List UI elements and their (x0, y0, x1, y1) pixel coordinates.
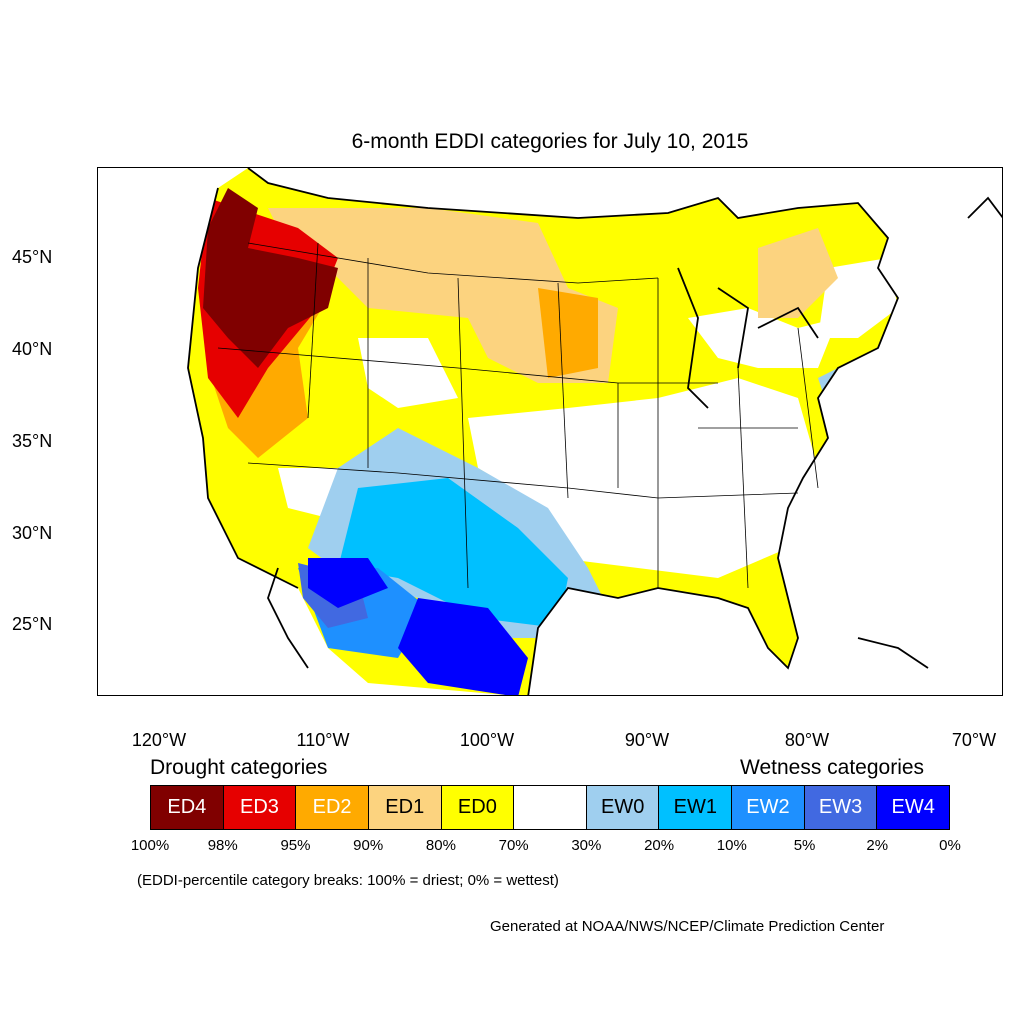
legend-cell-ew3: EW3 (804, 786, 878, 829)
legend-cell-ew0: EW0 (586, 786, 660, 829)
percentile-break-label: 20% (644, 837, 675, 854)
legend-color-bar: ED4 ED3 ED2 ED1 ED0 EW0 EW1 EW2 EW3 EW4 (150, 785, 950, 830)
legend-cell-ed0: ED0 (441, 786, 515, 829)
lon-label-90: 90°W (624, 730, 670, 750)
neutral-great-lakes (688, 308, 838, 368)
drought-categories-heading: Drought categories (150, 756, 328, 779)
eddi-shading (188, 168, 898, 695)
percentile-break-label: 95% (280, 837, 311, 854)
percentile-break-label: 70% (498, 837, 529, 854)
legend-cell-ed4: ED4 (151, 786, 224, 829)
lat-label-25: 25°N (12, 614, 53, 634)
coastlines (187, 168, 1002, 695)
state-boundaries (217, 242, 819, 589)
percentile-break-label: 10% (716, 837, 747, 854)
eddi-map (187, 168, 1002, 695)
percentile-break-label: 0% (939, 837, 961, 854)
legend-cell-ed2: ED2 (296, 786, 369, 829)
percentile-break-label: 80% (425, 837, 456, 854)
ew4-south-texas (398, 598, 528, 695)
ed1-great-lakes (758, 228, 838, 318)
ed1-northern-plains (268, 208, 618, 383)
legend-cell-ew1: EW1 (659, 786, 733, 829)
neutral-rockies (358, 338, 458, 408)
lon-label-120: 120°W (131, 730, 187, 750)
legend-cell-ed3: ED3 (223, 786, 297, 829)
lon-label-110: 110°W (296, 730, 350, 750)
map-title: 6-month EDDI categories for July 10, 201… (351, 130, 749, 153)
category-note: (EDDI-percentile category breaks: 100% =… (137, 872, 559, 889)
percentile-break-label: 98% (207, 837, 238, 854)
ed4-pacific-northwest (203, 188, 338, 368)
percentile-break-label: 30% (571, 837, 602, 854)
wetness-categories-heading: Wetness categories (740, 756, 925, 779)
lon-label-80: 80°W (784, 730, 830, 750)
percentile-break-label: 2% (866, 837, 889, 854)
lat-label-30: 30°N (12, 523, 53, 543)
percentile-break-label: 90% (353, 837, 384, 854)
lat-label-40: 40°N (12, 339, 53, 359)
legend-cell-ed1: ED1 (368, 786, 442, 829)
percentile-break-label: 100% (130, 837, 170, 854)
ew4-sonora (308, 558, 388, 608)
ed2-minnesota (538, 288, 598, 378)
legend-cell-neutral (514, 786, 587, 829)
lat-label-35: 35°N (12, 431, 53, 451)
percentile-break-label: 5% (793, 837, 816, 854)
lon-label-100: 100°W (459, 730, 515, 750)
lon-label-70: 70°W (951, 730, 997, 750)
credit-line: Generated at NOAA/NWS/NCEP/Climate Predi… (490, 918, 885, 935)
legend-cell-ew4: EW4 (877, 786, 950, 829)
lat-label-45: 45°N (12, 247, 53, 267)
ew1-texas (338, 478, 568, 628)
map-panel (97, 167, 1003, 696)
legend-cell-ew2: EW2 (732, 786, 805, 829)
